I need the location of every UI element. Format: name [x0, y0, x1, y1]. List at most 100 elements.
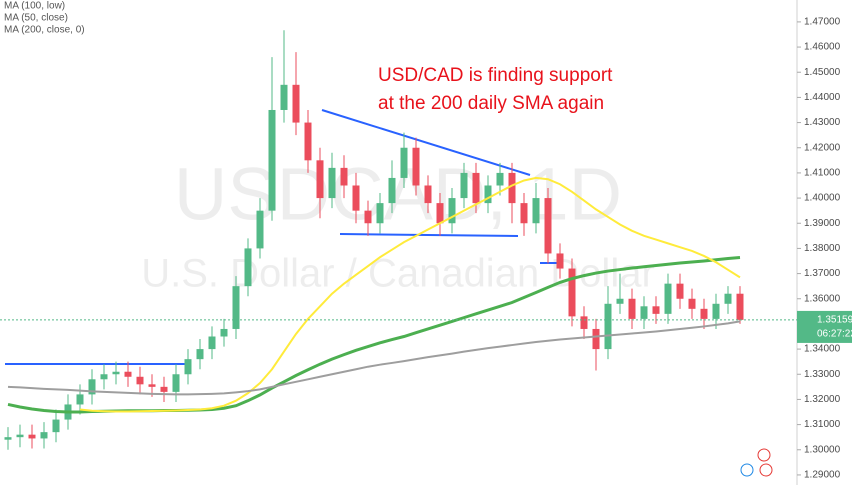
candle-body: [724, 293, 732, 304]
candle-body: [640, 306, 648, 319]
candle-body: [592, 328, 600, 350]
candle-body: [664, 283, 672, 314]
candle-body: [232, 286, 240, 329]
candle-body: [616, 298, 624, 304]
candle-body: [340, 167, 348, 186]
y-tick-label: 1.37000: [804, 268, 841, 279]
legend-entry: MA (100, low): [4, 1, 65, 12]
candle-body: [544, 198, 552, 254]
candle-body: [568, 268, 576, 317]
candle-body: [160, 386, 168, 392]
candle-body: [388, 177, 396, 204]
candle-body: [508, 172, 516, 204]
candle-body: [352, 185, 360, 211]
plot-area: [4, 30, 744, 450]
candle-body: [628, 298, 636, 319]
candle-body: [280, 84, 288, 110]
flag-icon: [757, 448, 771, 462]
candle-body: [412, 147, 420, 186]
last-price-box: [797, 310, 852, 343]
candle-body: [520, 203, 528, 224]
flags: [740, 448, 773, 477]
y-tick-label: 1.43000: [804, 117, 841, 128]
candle-body: [604, 303, 612, 350]
moving-average: [7, 320, 741, 396]
y-tick-label: 1.42000: [804, 142, 841, 153]
candle-body: [496, 172, 504, 186]
candle-body: [292, 84, 300, 123]
candle-body: [208, 336, 216, 350]
drawings: [5, 109, 562, 365]
legend-entry: MA (50, close): [4, 13, 68, 24]
candle-body: [424, 185, 432, 204]
candle-body: [40, 432, 48, 439]
candle-body: [472, 172, 480, 204]
support-line: [339, 233, 519, 237]
last-price-label: 1.35159: [817, 315, 852, 326]
y-tick-label: 1.40000: [804, 193, 841, 204]
moving-average: [79, 176, 741, 413]
candle-body: [16, 434, 24, 438]
y-tick-label: 1.47000: [804, 17, 841, 28]
y-tick-label: 1.38000: [804, 243, 841, 254]
y-tick-label: 1.34000: [804, 344, 841, 355]
y-tick-label: 1.44000: [804, 92, 841, 103]
candle-body: [184, 359, 192, 375]
candle-body: [136, 376, 144, 385]
candle-body: [676, 283, 684, 299]
candle-body: [328, 167, 336, 199]
y-tick-label: 1.29000: [804, 470, 841, 481]
candle-body: [220, 328, 228, 337]
candle-body: [460, 172, 468, 199]
candle-body: [28, 434, 36, 439]
candle-body: [304, 122, 312, 161]
candle-body: [580, 316, 588, 329]
candle-body: [52, 419, 60, 433]
candle-body: [364, 210, 372, 224]
candle-body: [124, 371, 132, 377]
flag-icon: [759, 463, 773, 477]
candle-body: [268, 109, 276, 211]
candle-body: [4, 437, 12, 440]
candle-body: [148, 384, 156, 387]
y-tick-label: 1.45000: [804, 67, 841, 78]
y-tick-label: 1.33000: [804, 369, 841, 380]
candle-body: [688, 298, 696, 309]
y-tick-label: 1.46000: [804, 42, 841, 53]
y-tick-label: 1.32000: [804, 394, 841, 405]
trend-line: [321, 109, 531, 176]
candle-body: [532, 198, 540, 224]
candle-body: [484, 185, 492, 204]
annotation: USD/CAD is finding support: [378, 65, 613, 86]
watermark-symbol: USDCAD, 1D: [174, 153, 622, 236]
candle-body: [112, 371, 120, 375]
candle-body: [712, 303, 720, 319]
candle-body: [88, 379, 96, 395]
y-tick-label: 1.39000: [804, 218, 841, 229]
annotation: at the 200 daily SMA again: [378, 93, 604, 114]
watermark-description: U.S. Dollar / Canadian Dollar: [141, 252, 655, 296]
y-tick-label: 1.41000: [804, 168, 841, 179]
candle-body: [556, 253, 564, 269]
y-tick-label: 1.36000: [804, 293, 841, 304]
candle-body: [448, 198, 456, 224]
candle-body: [256, 210, 264, 249]
candle-body: [436, 203, 444, 224]
candle-body: [196, 349, 204, 360]
candle-body: [316, 160, 324, 199]
candle-body: [376, 203, 384, 224]
candle-body: [244, 248, 252, 287]
y-tick-label: 1.30000: [804, 444, 841, 455]
candle-body: [400, 147, 408, 178]
candle-body: [76, 394, 84, 405]
legend-entry: MA (200, close, 0): [4, 25, 85, 36]
candle-body: [652, 306, 660, 314]
countdown-label: 06:27:22: [817, 329, 852, 340]
y-tick-label: 1.31000: [804, 419, 841, 430]
flag-icon: [740, 463, 754, 477]
candle-body: [700, 308, 708, 319]
candle-body: [736, 293, 744, 320]
candle-body: [100, 374, 108, 380]
candle-body: [172, 374, 180, 392]
